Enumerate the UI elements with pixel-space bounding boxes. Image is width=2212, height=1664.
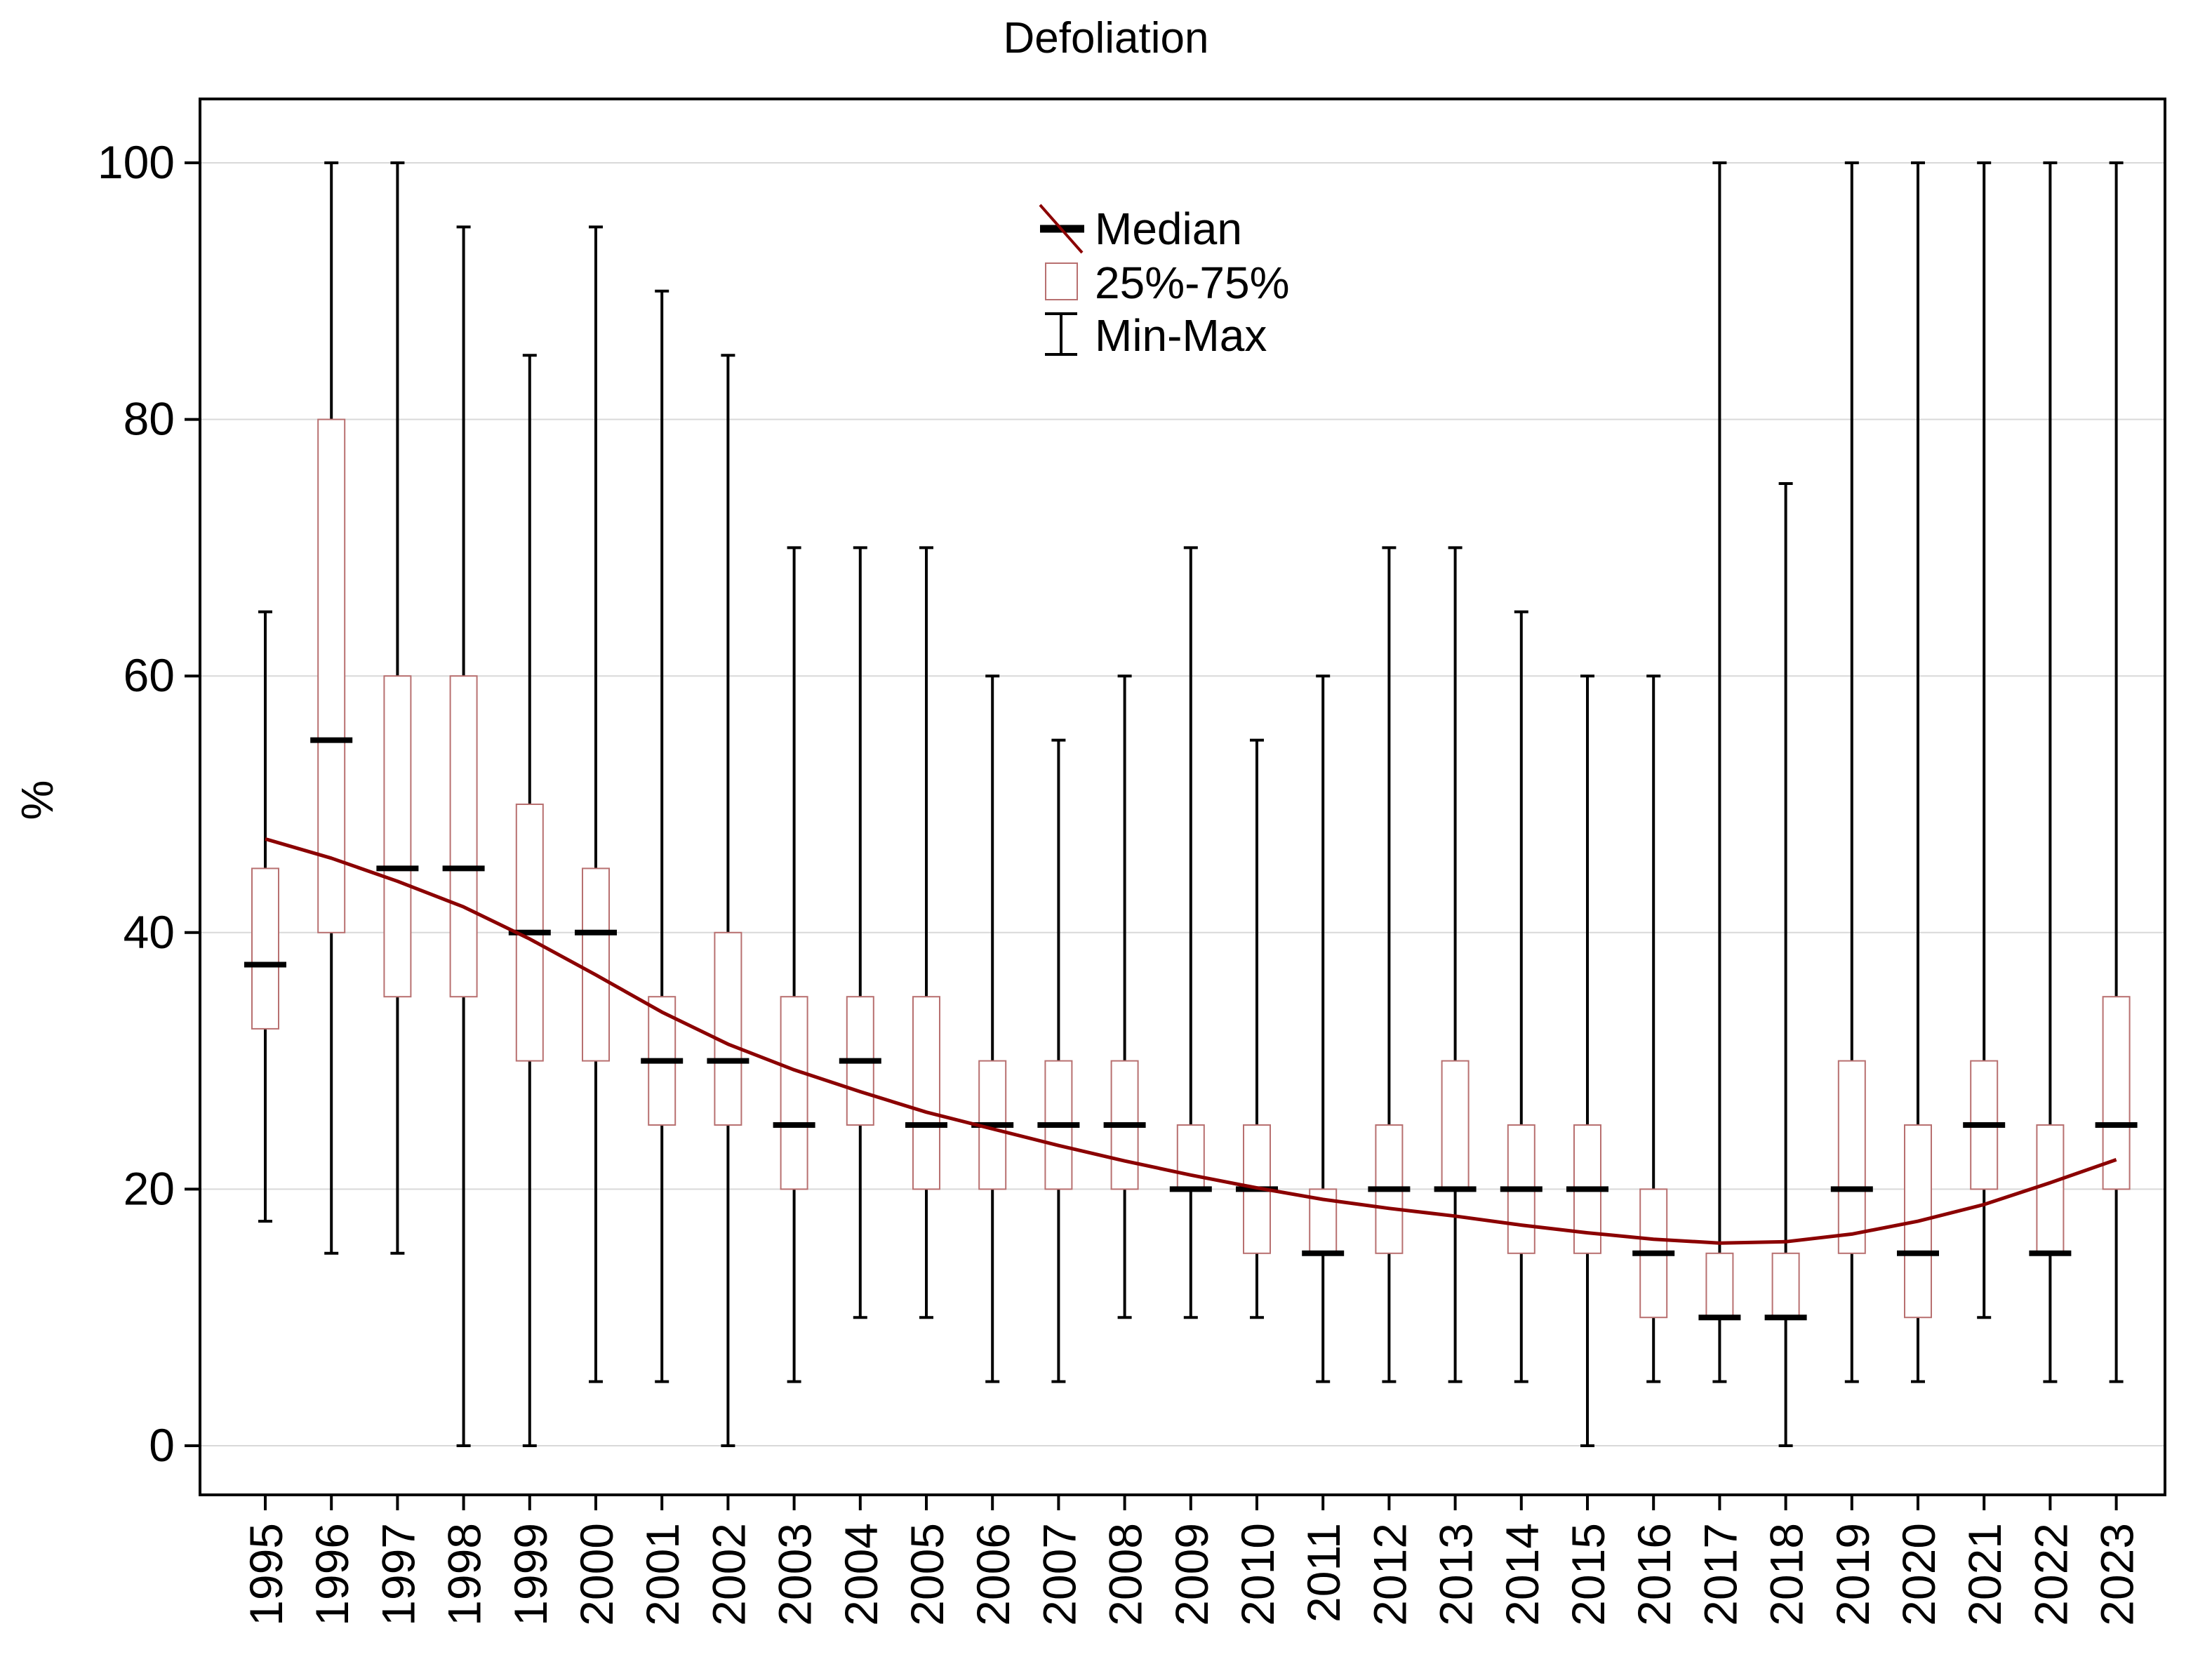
iqr-box — [1771, 1252, 1800, 1319]
x-tick-label: 2015 — [1562, 1523, 1614, 1626]
x-tick-label: 2020 — [1893, 1523, 1945, 1626]
x-tick-label: 1999 — [505, 1523, 557, 1626]
x-tick-label: 1996 — [306, 1523, 358, 1626]
x-tick-label: 2021 — [1959, 1523, 2011, 1626]
iqr-box — [317, 418, 346, 933]
chart-title: Defoliation — [1004, 14, 1209, 62]
iqr-box — [1176, 1124, 1205, 1190]
trend-series — [265, 837, 2117, 1245]
x-tick-label: 2017 — [1694, 1523, 1746, 1626]
x-tick-label: 2016 — [1628, 1523, 1680, 1626]
y-tick-label: 100 — [98, 136, 175, 188]
x-tick-label: 2000 — [571, 1523, 622, 1626]
x-tick-label: 2008 — [1100, 1523, 1152, 1626]
iqr-box — [1441, 1060, 1470, 1190]
x-tick-label: 2022 — [2025, 1523, 2077, 1626]
legend-box-swatch — [1045, 262, 1078, 300]
y-tick-label: 40 — [124, 906, 175, 958]
iqr-box — [1705, 1252, 1734, 1319]
y-axis: 0 20 40 60 80 100 — [98, 136, 200, 1471]
iqr-box — [582, 867, 610, 1062]
plot-frame — [199, 98, 2166, 1496]
y-axis-label: % — [12, 780, 62, 820]
x-tick-label: 2013 — [1430, 1523, 1482, 1626]
x-tick-label: 2001 — [637, 1523, 688, 1626]
x-tick-label: 2002 — [702, 1523, 754, 1626]
y-tick-label: 80 — [124, 393, 175, 445]
iqr-box — [1837, 1060, 1866, 1254]
x-tick-label: 2004 — [835, 1523, 887, 1626]
iqr-box — [383, 675, 412, 998]
x-tick-label: 2006 — [967, 1523, 1019, 1626]
x-tick-label: 2023 — [2091, 1523, 2143, 1626]
x-tick-label: 2009 — [1166, 1523, 1218, 1626]
y-tick-label: 20 — [124, 1162, 175, 1214]
x-axis: 1995 1996 1997 1998 1999 2000 2001 2002 2003 2004… — [240, 1495, 2143, 1626]
x-tick-label: 2014 — [1496, 1523, 1548, 1626]
x-tick-label: 1997 — [372, 1523, 424, 1626]
x-tick-label: 2007 — [1033, 1523, 1085, 1626]
x-tick-label: 1995 — [240, 1523, 292, 1626]
legend: Median 25%-75% Min-Max — [1039, 204, 1290, 361]
x-tick-label: 2011 — [1298, 1523, 1350, 1623]
x-tick-label: 2019 — [1827, 1523, 1879, 1626]
legend-whisker-label: Min-Max — [1095, 310, 1267, 361]
x-tick-label: 2010 — [1232, 1523, 1284, 1626]
x-tick-label: 2003 — [769, 1523, 821, 1626]
iqr-box — [714, 931, 742, 1126]
iqr-box — [780, 996, 808, 1190]
iqr-box — [449, 675, 478, 998]
y-tick-label: 60 — [124, 649, 175, 701]
iqr-box — [2036, 1124, 2065, 1254]
iqr-box — [912, 996, 940, 1190]
trend-line — [265, 837, 2117, 1245]
x-tick-label: 2005 — [901, 1523, 953, 1626]
iqr-box — [2102, 996, 2131, 1190]
box-series — [244, 161, 2138, 1447]
x-tick-label: 1998 — [439, 1523, 491, 1626]
x-tick-label: 2012 — [1364, 1523, 1415, 1626]
x-tick-label: 2018 — [1761, 1523, 1813, 1626]
iqr-box — [251, 867, 279, 1030]
legend-trend-swatch — [1039, 204, 1084, 254]
legend-box-label: 25%-75% — [1095, 258, 1290, 308]
y-tick-label: 0 — [149, 1419, 175, 1471]
legend-median-label: Median — [1095, 204, 1242, 254]
